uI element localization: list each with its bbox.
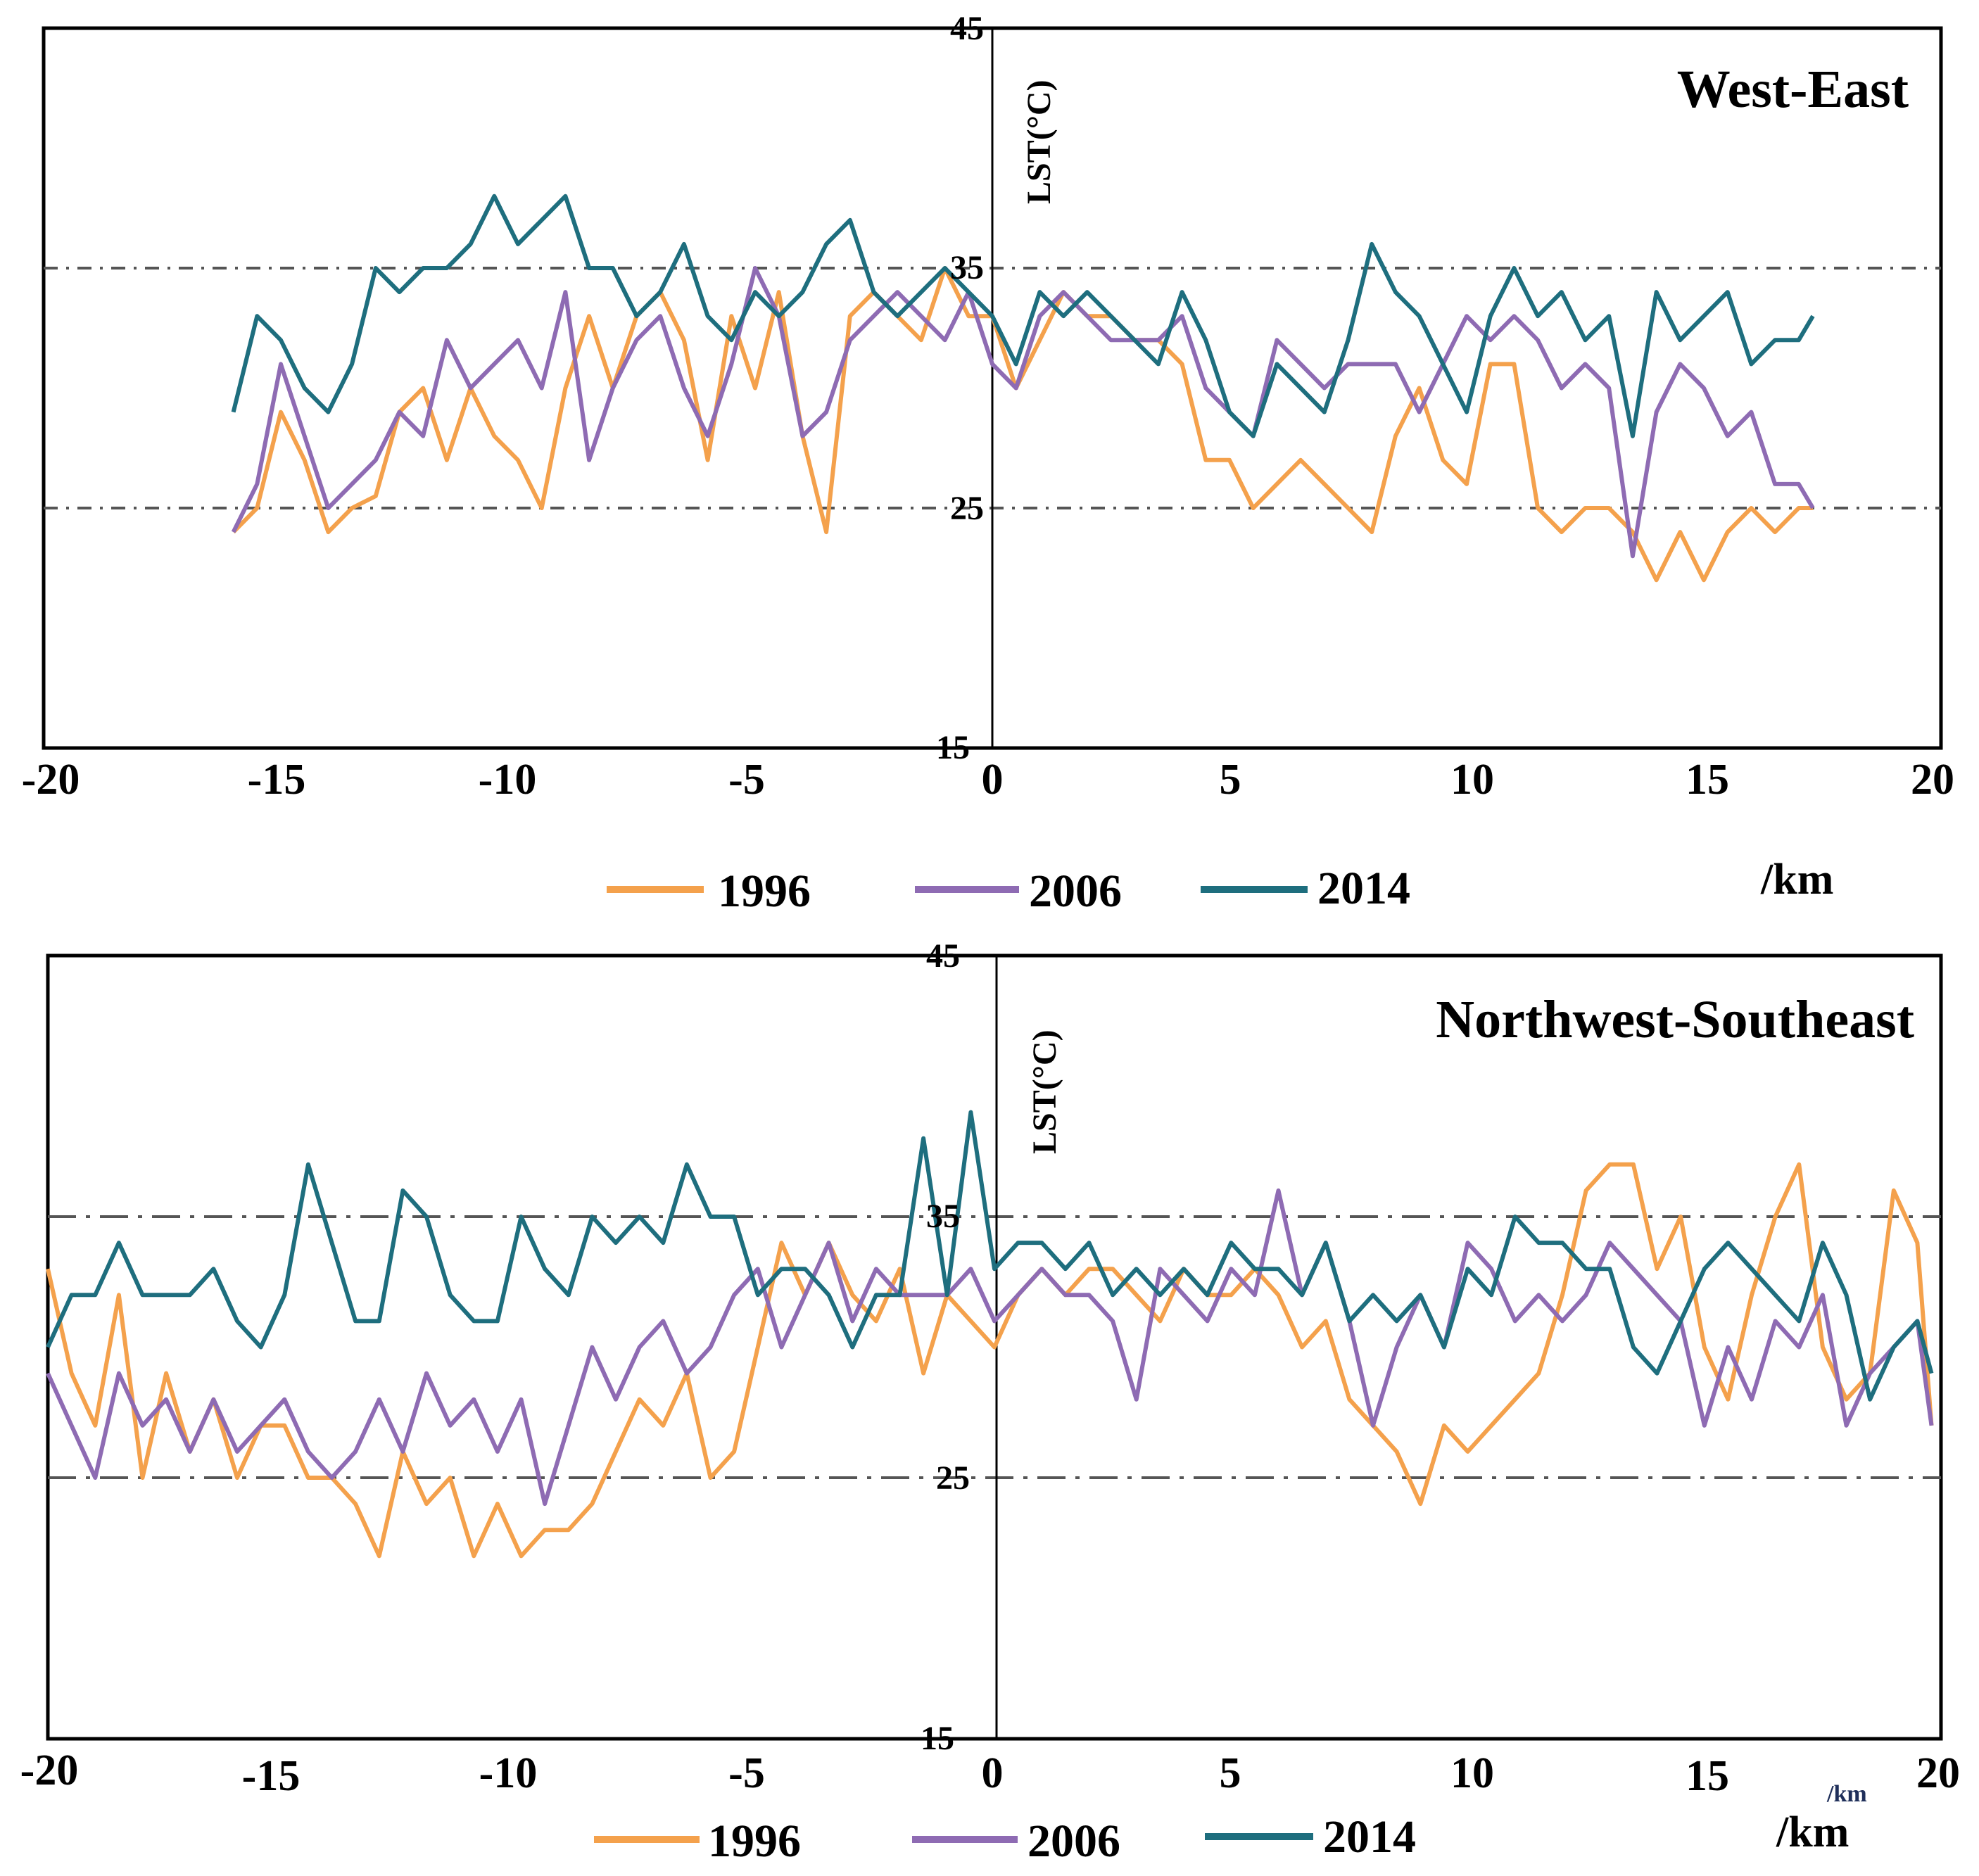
x-tick-label: -15	[242, 1752, 301, 1800]
y-tick-label: 35	[926, 1198, 960, 1235]
y-axis-label: LST(°C)	[1026, 1029, 1063, 1154]
legend: 1996 2006 2014	[594, 1811, 1416, 1867]
series-group	[231, 194, 1815, 583]
chart-northwest-southeast: 45 35 25 15 LST(°C) Northwest-Southeast …	[20, 937, 1960, 1867]
y-tick-label: 15	[936, 729, 970, 766]
y-tick-label: 35	[950, 249, 984, 286]
x-tick-label: -10	[479, 756, 537, 804]
chart-title: West-East	[1677, 60, 1909, 119]
x-tick-label: 10	[1450, 1749, 1494, 1797]
y-tick-label: 25	[950, 490, 984, 527]
chart-west-east: 45 35 25 15 LST(°C) West-East -20 -15 -1…	[22, 10, 1954, 917]
x-tick-label: -20	[20, 1747, 79, 1794]
legend-label-2014: 2014	[1317, 863, 1410, 914]
x-tick-label: -10	[479, 1749, 538, 1797]
legend-label-2006: 2006	[1029, 866, 1122, 917]
x-axis-unit: /km	[1776, 1808, 1849, 1856]
legend-label-1996: 1996	[718, 866, 811, 917]
x-tick-label: 20	[1916, 1749, 1960, 1797]
x-tick-label: -20	[22, 756, 80, 804]
series-line-1996	[232, 266, 1813, 583]
y-tick-label: 45	[950, 10, 984, 47]
legend-label-2006: 2006	[1028, 1815, 1120, 1867]
series-line-2014	[231, 194, 1815, 438]
series-line-1996	[46, 1162, 1934, 1559]
legend: 1996 2006 2014	[607, 863, 1410, 917]
x-tick-label: -5	[728, 756, 765, 804]
x-tick-label: 0	[982, 756, 1004, 804]
y-tick-label: 25	[936, 1459, 970, 1497]
chart-title: Northwest-Southeast	[1436, 990, 1914, 1049]
x-tick-labels: -20 -15 -10 -5 0 5 10 15 20	[20, 1747, 1960, 1800]
series-line-2006	[46, 1188, 1934, 1507]
x-tick-label: 15	[1686, 1752, 1729, 1800]
y-axis-label: LST(°C)	[1020, 80, 1058, 204]
series-line-2006	[231, 266, 1815, 559]
x-tick-labels: -20 -15 -10 -5 0 5 10 15 20	[22, 756, 1954, 804]
x-tick-label: 0	[982, 1749, 1004, 1797]
y-tick-label: 45	[926, 937, 960, 975]
series-line-2014	[46, 1110, 1934, 1402]
legend-label-1996: 1996	[708, 1815, 801, 1867]
x-axis-unit: /km	[1760, 856, 1833, 904]
x-tick-label: 20	[1911, 756, 1954, 804]
x-tick-label: 5	[1220, 756, 1241, 804]
x-tick-label: 15	[1686, 756, 1729, 804]
x-tick-label: -5	[728, 1749, 765, 1797]
y-tick-label: 15	[921, 1720, 954, 1757]
x-tick-label: 10	[1450, 756, 1494, 804]
x-axis-unit-small: /km	[1826, 1781, 1867, 1807]
legend-label-2014: 2014	[1323, 1811, 1416, 1863]
series-group	[46, 1110, 1934, 1559]
x-tick-label: 5	[1220, 1749, 1241, 1797]
x-tick-label: -15	[248, 756, 306, 804]
